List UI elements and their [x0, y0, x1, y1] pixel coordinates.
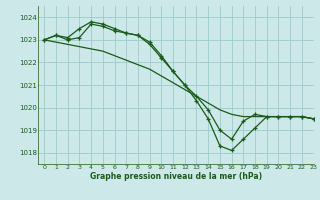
X-axis label: Graphe pression niveau de la mer (hPa): Graphe pression niveau de la mer (hPa) [90, 172, 262, 181]
